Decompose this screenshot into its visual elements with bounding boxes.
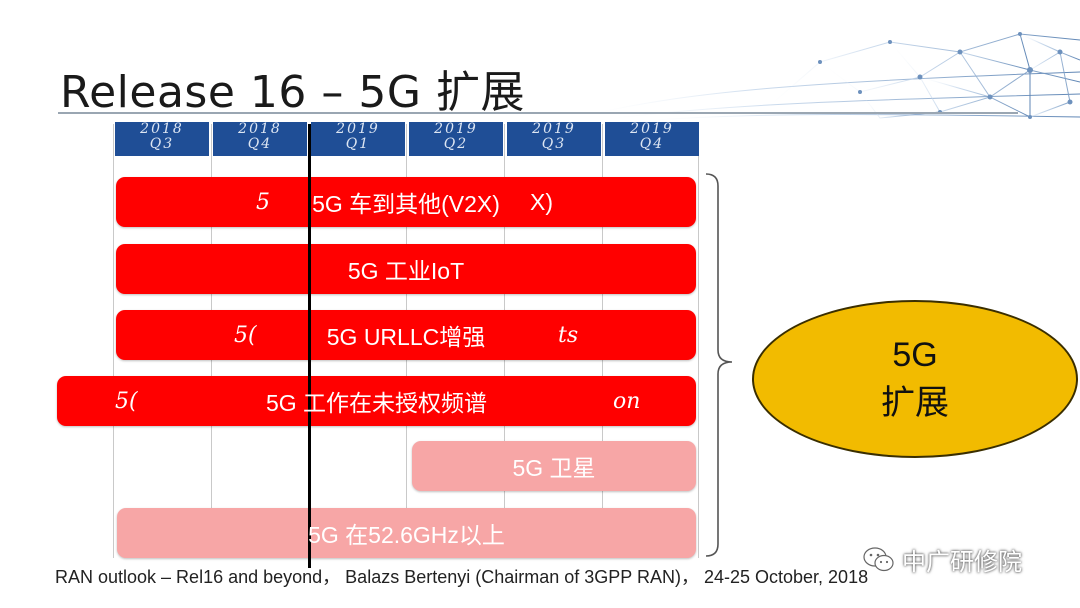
bar-ghost-text: ts: [558, 322, 579, 348]
feature-bar-above-52-6ghz: 5G 在52.6GHz以上: [117, 508, 696, 558]
quarter-label: Q3: [541, 136, 567, 152]
feature-bar-satellite: 5G 卫星: [412, 441, 696, 491]
summary-line-2: 扩展: [881, 384, 949, 422]
feature-bar-unlicensed-spectrum: 5( 5G 工作在未授权频谱 on: [57, 376, 696, 426]
summary-line-1: 5G: [892, 336, 938, 374]
bar-label: 5G 卫星: [512, 455, 596, 481]
quarter-year: 2018: [140, 122, 184, 137]
bar-ghost-text: 5(: [234, 322, 257, 348]
quarter-header-2019-q4: 2019 Q4: [605, 122, 699, 156]
bar-ghost-text: 5: [256, 189, 270, 215]
page-title: Release 16 – 5G 扩展: [60, 67, 525, 118]
quarter-label: Q3: [149, 136, 175, 152]
bar-label: 5G 工业IoT: [347, 258, 465, 284]
quarter-year: 2019: [630, 122, 674, 137]
network-decoration: [579, 32, 1080, 122]
quarter-label: Q2: [443, 136, 469, 152]
title-divider: [58, 112, 1018, 114]
source-caption: RAN outlook – Rel16 and beyond， Balazs B…: [55, 567, 869, 587]
bar-ghost-text: on: [613, 388, 641, 414]
quarter-year: 2019: [336, 122, 380, 137]
quarter-header-2018-q4: 2018 Q4: [213, 122, 307, 156]
timeline-gridline: [698, 124, 699, 558]
bar-label: 5G 在52.6GHz以上: [308, 522, 505, 548]
summary-oval: 5G 扩展: [752, 300, 1078, 458]
bar-ghost-text: 5(: [115, 388, 138, 414]
bar-label: 5G 工作在未授权频谱: [265, 390, 488, 416]
watermark: 中广研修院: [862, 542, 1022, 577]
bar-label: 5G URLLC增强: [326, 324, 486, 350]
quarter-header-2019-q1: 2019 Q1: [311, 122, 405, 156]
feature-bar-industrial-iot: 5G 工业IoT: [116, 244, 696, 294]
quarter-year: 2019: [532, 122, 576, 137]
quarter-header-2019-q3: 2019 Q3: [507, 122, 601, 156]
bar-label: 5G 车到其他(V2X): [312, 191, 500, 217]
quarter-label: Q1: [345, 136, 371, 152]
quarter-header-2018-q3: 2018 Q3: [115, 122, 209, 156]
quarter-label: Q4: [247, 136, 273, 152]
grouping-brace: [705, 173, 733, 557]
wechat-icon: [863, 546, 894, 571]
watermark-text: 中广研修院: [902, 549, 1022, 576]
quarter-label: Q4: [639, 136, 665, 152]
feature-bar-urllc: 5( 5G URLLC增强 ts: [116, 310, 696, 360]
timeline-gridline: [113, 124, 114, 558]
quarter-year: 2019: [434, 122, 478, 137]
quarter-year: 2018: [238, 122, 282, 137]
quarter-header-2019-q2: 2019 Q2: [409, 122, 503, 156]
current-time-marker: [308, 124, 311, 568]
bar-ghost-text: X): [530, 188, 553, 215]
feature-bar-v2x: 5 5G 车到其他(V2X) X): [116, 177, 696, 227]
